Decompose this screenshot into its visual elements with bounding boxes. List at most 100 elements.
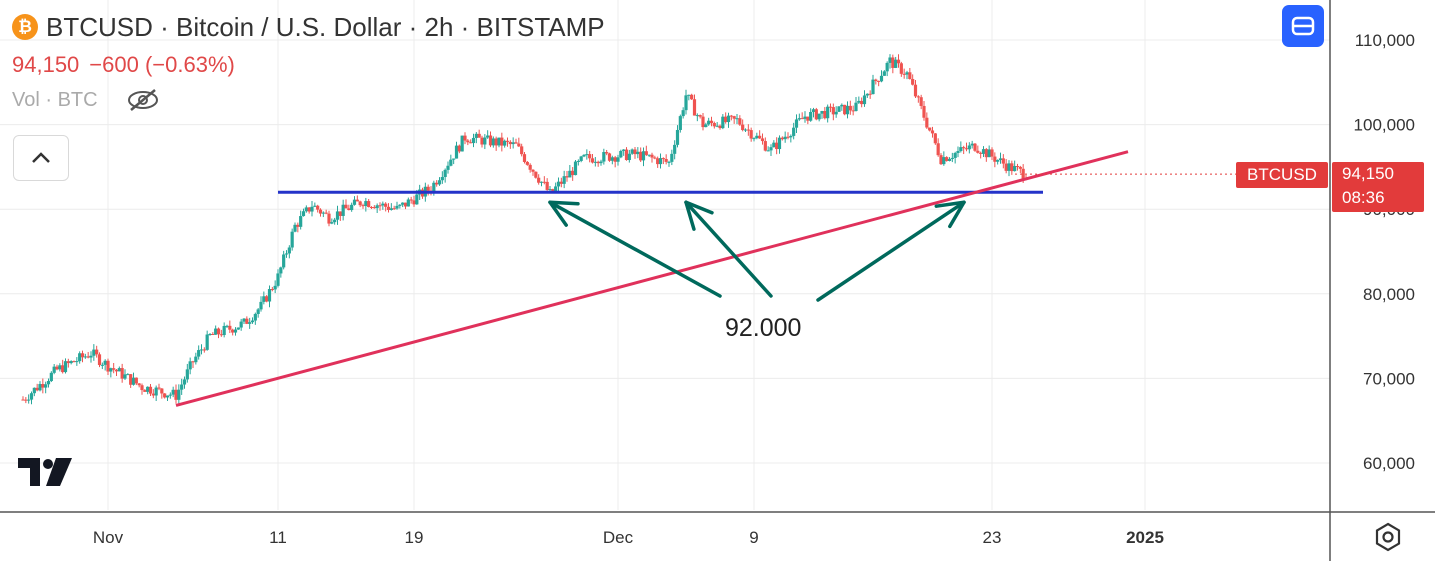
candle-body [157, 387, 161, 389]
candle-body [769, 147, 773, 151]
candle-body [233, 329, 238, 333]
candle-body [335, 211, 340, 220]
price-tag-countdown: 08:36 [1342, 188, 1385, 207]
candle-body [44, 384, 48, 388]
candle-body [112, 368, 116, 370]
candle-body [826, 106, 830, 119]
candle-body [58, 365, 62, 370]
candle-body [905, 72, 909, 75]
candle-body [590, 158, 595, 163]
candle-body [392, 208, 396, 210]
chevron-up-icon [32, 152, 50, 163]
candle-body [477, 133, 481, 138]
candle-body [979, 152, 983, 154]
candle-body [641, 151, 646, 161]
y-tick-label: 100,000 [1354, 116, 1415, 135]
candle-body [384, 203, 388, 207]
candle-body [120, 368, 124, 379]
candle-body [718, 125, 722, 129]
gear-icon[interactable] [1373, 522, 1403, 552]
candle-body [165, 395, 170, 398]
candle-body [205, 334, 209, 350]
collapse-button[interactable] [13, 135, 69, 181]
candle-body [953, 152, 957, 158]
candle-body [126, 374, 130, 376]
candle-body [154, 387, 158, 396]
candle-body [1015, 166, 1020, 168]
arrow-head [934, 200, 966, 229]
trend-line [175, 150, 1129, 407]
candle-body [690, 94, 694, 100]
candle-body [86, 356, 90, 358]
candle-body [987, 149, 991, 158]
candle-body [508, 141, 512, 145]
candle-body [857, 100, 861, 103]
candle-body [792, 127, 796, 136]
price-tag-value: 94,150 [1342, 164, 1394, 183]
candle-body [253, 313, 257, 321]
candle-body [92, 349, 96, 356]
candle-body [341, 204, 345, 216]
candle-body [916, 96, 920, 98]
candle-body [256, 309, 260, 314]
candle-body [967, 145, 971, 150]
candle-body [97, 354, 102, 366]
candle-body [174, 389, 178, 400]
candle-body [1013, 166, 1017, 172]
candle-body [588, 154, 592, 159]
candle-body [236, 327, 240, 330]
candle-body [976, 150, 980, 153]
candle-body [828, 106, 833, 108]
candle-body [695, 115, 699, 117]
candle-body [194, 356, 198, 363]
candle-body [457, 145, 461, 152]
candle-body [678, 116, 682, 130]
candle-body [299, 216, 303, 227]
candle-body [675, 129, 680, 145]
candle-body [933, 133, 937, 144]
candle-body [163, 393, 167, 398]
candle-body [321, 212, 325, 214]
symbol-title[interactable]: BTCUSD · Bitcoin / U.S. Dollar · 2h · BI… [46, 11, 605, 42]
candle-body [894, 59, 898, 68]
candle-body [1010, 163, 1014, 172]
candle-body [35, 387, 39, 391]
candle-body [701, 116, 705, 128]
candle-body [843, 104, 847, 115]
candle-body [460, 135, 464, 152]
candle-body [670, 153, 674, 162]
arrow-head [548, 200, 580, 227]
candle-body [361, 205, 365, 207]
candles [21, 54, 1028, 405]
candle-body [27, 399, 31, 401]
candle-body [32, 387, 36, 394]
candle-body [704, 124, 708, 128]
candle-body [151, 393, 155, 396]
candle-body [707, 120, 711, 125]
candle-body [565, 176, 569, 178]
candle-body [432, 182, 436, 192]
eye-slash-icon[interactable] [126, 88, 160, 112]
candle-body [66, 361, 70, 364]
price-row: 94,150 −600 (−0.63%) [12, 52, 605, 78]
candle-body [840, 104, 844, 107]
candle-body [627, 153, 631, 161]
candle-body [134, 377, 138, 384]
candle-body [673, 144, 677, 154]
tradingview-logo[interactable] [18, 458, 74, 488]
candle-body [639, 151, 643, 161]
candle-body [398, 204, 402, 206]
candle-body [619, 150, 623, 158]
price-change: −600 (−0.63%) [89, 52, 235, 77]
candle-body [401, 202, 405, 205]
candle-body [89, 355, 93, 358]
candle-body [599, 161, 603, 164]
candle-body [75, 361, 79, 363]
candle-body [270, 289, 274, 291]
candle-body [687, 94, 691, 96]
candle-body [993, 156, 997, 162]
candle-body [381, 203, 385, 206]
layout-button[interactable] [1282, 5, 1324, 47]
